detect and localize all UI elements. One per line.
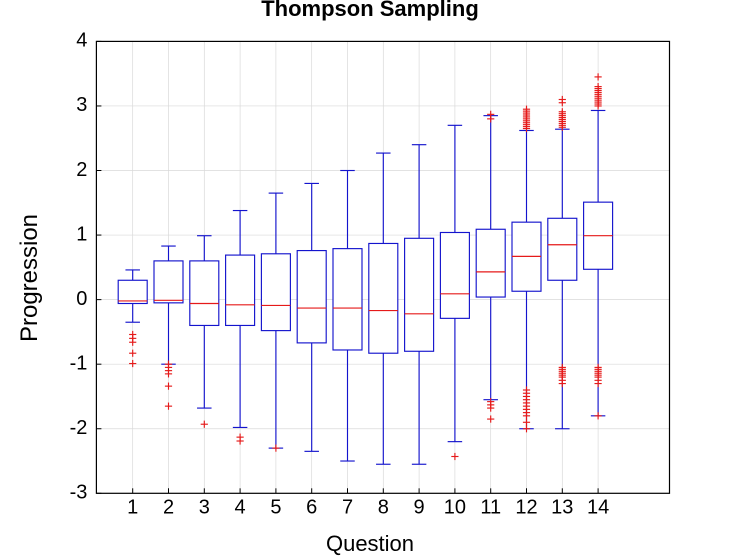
svg-text:5: 5 <box>270 496 281 518</box>
svg-text:2: 2 <box>76 159 87 181</box>
svg-text:7: 7 <box>342 496 353 518</box>
svg-text:-2: -2 <box>70 417 88 439</box>
svg-text:9: 9 <box>414 496 425 518</box>
svg-text:13: 13 <box>551 496 573 518</box>
svg-text:12: 12 <box>515 496 537 518</box>
svg-text:-1: -1 <box>70 352 88 374</box>
svg-text:1: 1 <box>76 223 87 245</box>
svg-text:0: 0 <box>76 288 87 310</box>
svg-text:4: 4 <box>235 496 246 518</box>
svg-text:10: 10 <box>444 496 466 518</box>
svg-text:11: 11 <box>480 496 501 518</box>
svg-text:1: 1 <box>127 496 138 518</box>
svg-text:8: 8 <box>378 496 389 518</box>
svg-text:-3: -3 <box>70 482 88 504</box>
svg-text:4: 4 <box>76 30 87 52</box>
svg-text:2: 2 <box>163 496 174 518</box>
svg-text:3: 3 <box>199 496 210 518</box>
svg-text:6: 6 <box>306 496 317 518</box>
svg-text:3: 3 <box>76 94 87 116</box>
svg-text:14: 14 <box>587 496 609 518</box>
